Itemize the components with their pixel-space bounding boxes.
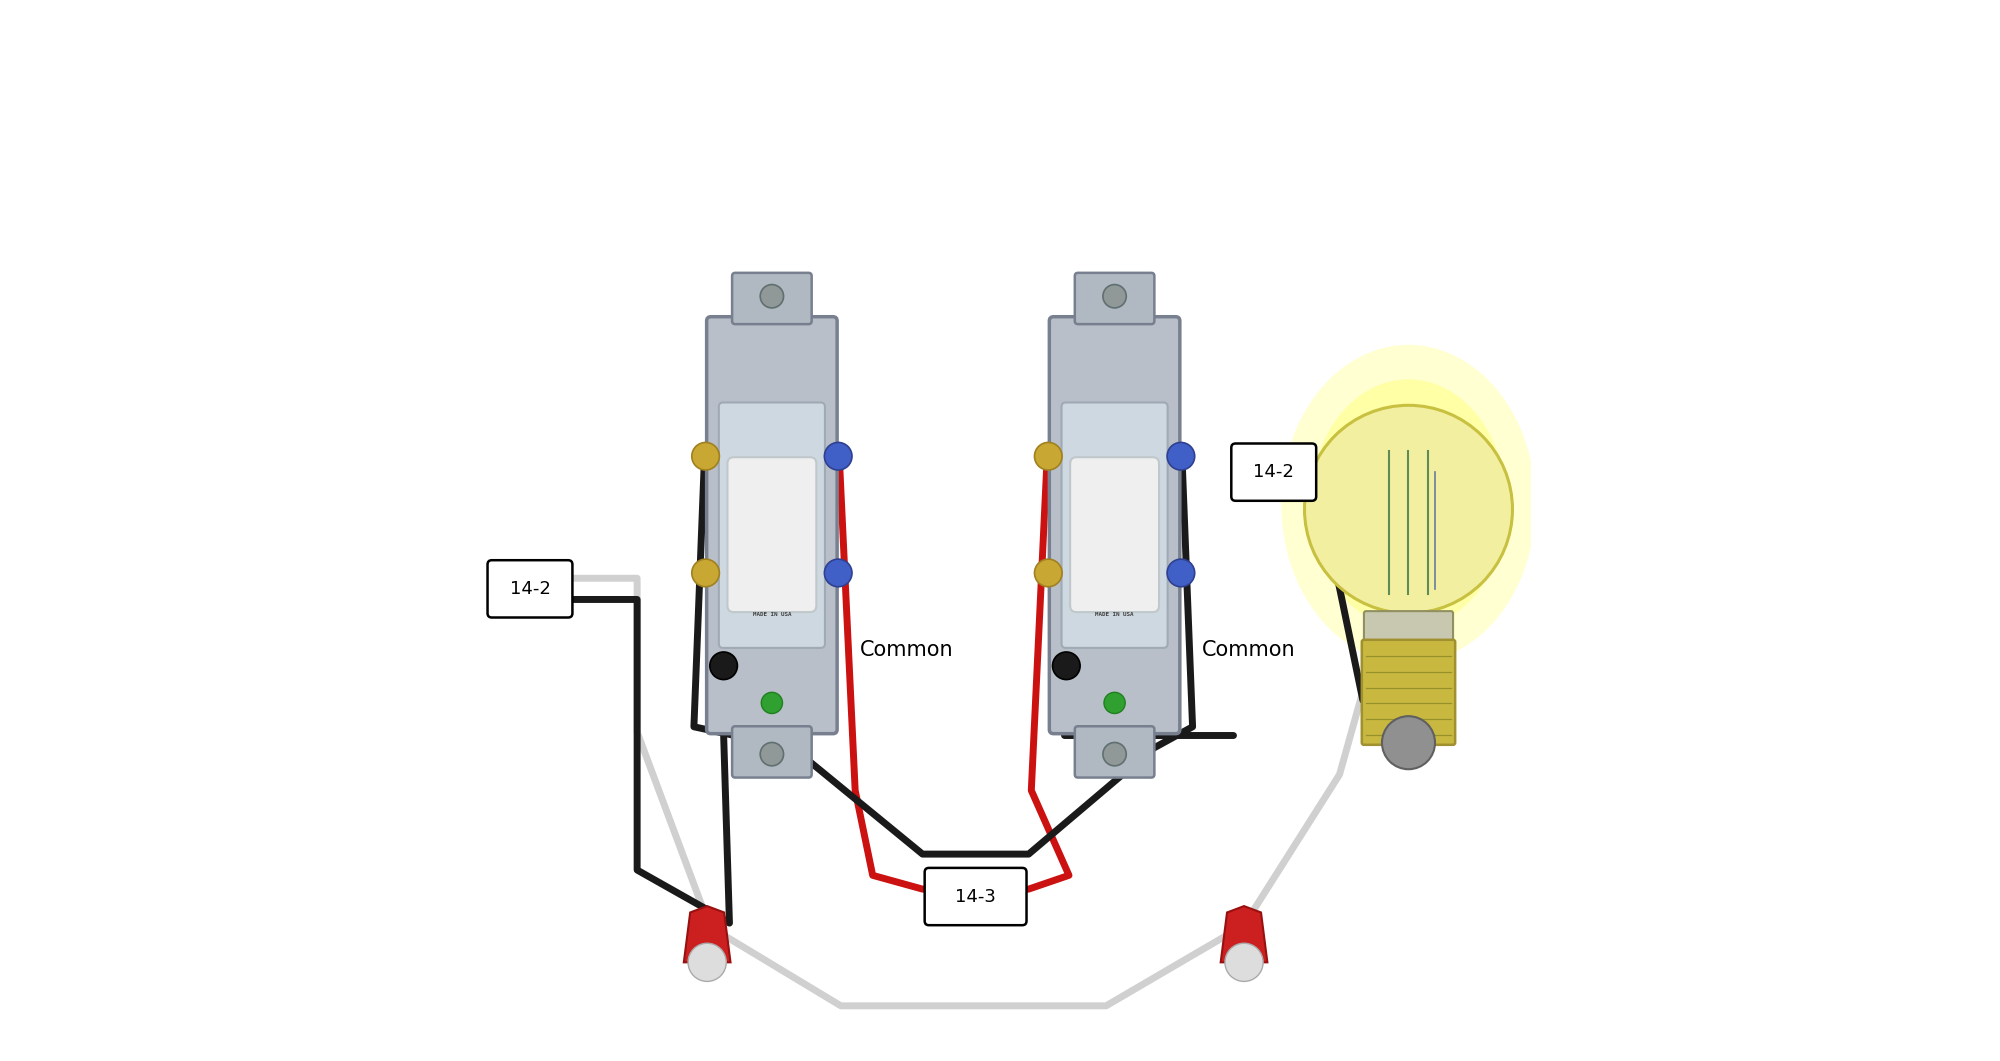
Ellipse shape — [1310, 380, 1506, 628]
Circle shape — [688, 943, 726, 981]
FancyBboxPatch shape — [1062, 402, 1168, 648]
FancyBboxPatch shape — [1050, 316, 1180, 734]
Text: 14-3: 14-3 — [956, 888, 996, 905]
Circle shape — [760, 284, 784, 308]
Circle shape — [1168, 442, 1194, 470]
Ellipse shape — [1282, 345, 1536, 663]
FancyBboxPatch shape — [1362, 640, 1456, 745]
Circle shape — [710, 651, 738, 680]
FancyBboxPatch shape — [718, 402, 824, 648]
Circle shape — [1104, 692, 1126, 713]
FancyBboxPatch shape — [732, 273, 812, 325]
Circle shape — [1168, 559, 1194, 587]
FancyBboxPatch shape — [728, 457, 816, 612]
Circle shape — [1052, 651, 1080, 680]
Circle shape — [824, 559, 852, 587]
Circle shape — [762, 692, 782, 713]
Circle shape — [1304, 405, 1512, 613]
Circle shape — [760, 743, 784, 766]
Text: 14-2: 14-2 — [510, 580, 550, 597]
Circle shape — [824, 442, 852, 470]
Circle shape — [1034, 442, 1062, 470]
Polygon shape — [684, 906, 730, 962]
FancyBboxPatch shape — [732, 726, 812, 778]
Text: 14-2: 14-2 — [1254, 464, 1294, 481]
Text: MADE IN USA: MADE IN USA — [1096, 612, 1134, 618]
Circle shape — [692, 442, 720, 470]
Polygon shape — [1220, 906, 1268, 962]
Text: MADE IN USA: MADE IN USA — [752, 612, 792, 618]
Text: Common: Common — [860, 640, 954, 660]
FancyBboxPatch shape — [1070, 457, 1160, 612]
Circle shape — [1382, 716, 1436, 769]
FancyBboxPatch shape — [1232, 443, 1316, 501]
FancyBboxPatch shape — [1074, 273, 1154, 325]
FancyBboxPatch shape — [1074, 726, 1154, 778]
Circle shape — [1102, 743, 1126, 766]
Circle shape — [1034, 559, 1062, 587]
Circle shape — [692, 559, 720, 587]
FancyBboxPatch shape — [488, 560, 572, 618]
FancyBboxPatch shape — [706, 316, 838, 734]
Text: Common: Common — [1202, 640, 1296, 660]
FancyBboxPatch shape — [924, 868, 1026, 925]
Circle shape — [1102, 284, 1126, 308]
FancyBboxPatch shape — [1364, 611, 1454, 649]
Circle shape — [1224, 943, 1264, 981]
